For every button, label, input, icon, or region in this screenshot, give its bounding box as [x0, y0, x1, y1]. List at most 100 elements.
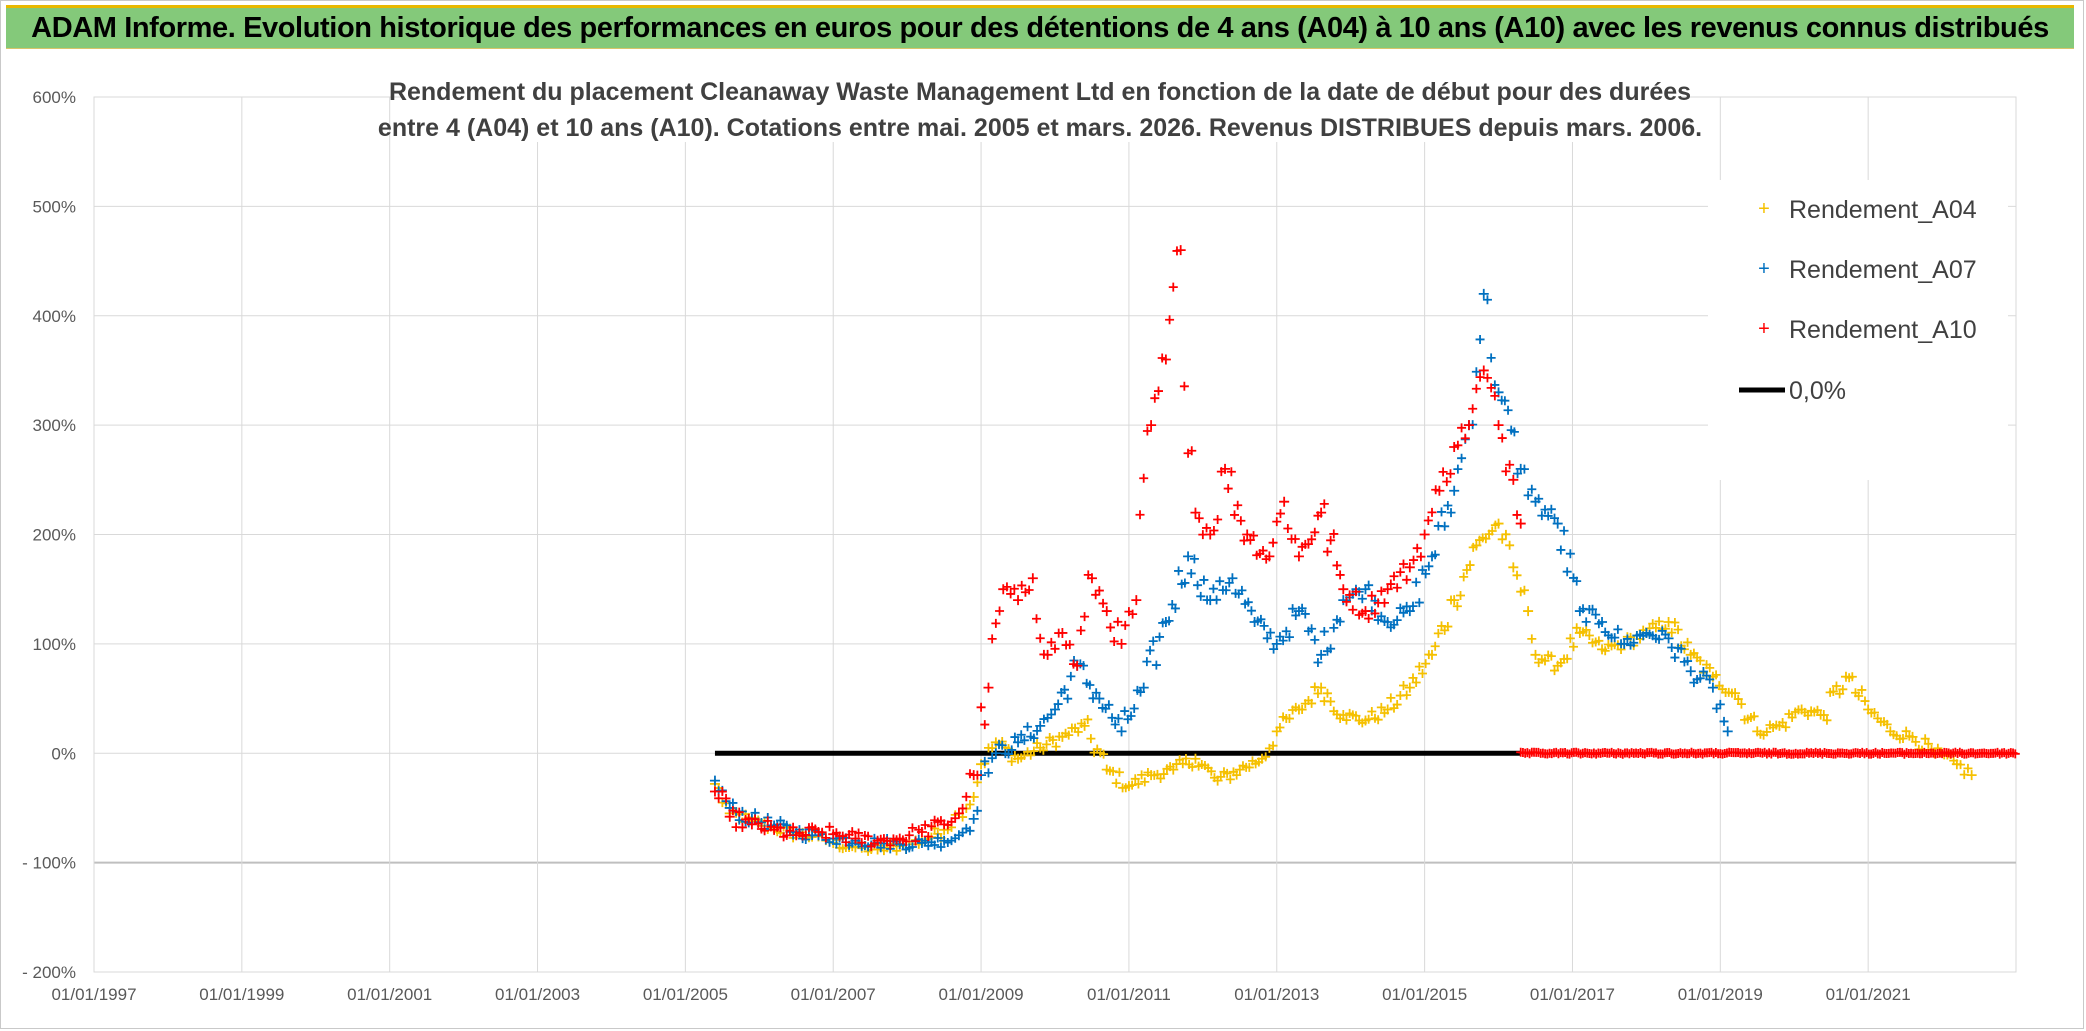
a04-point [1803, 711, 1813, 721]
a07-point [1676, 644, 1686, 654]
a07-point [1707, 682, 1718, 693]
y-tick-label: 300% [33, 416, 76, 435]
a10-point [1242, 529, 1253, 540]
a04-point [1433, 628, 1443, 638]
a04-point [1793, 705, 1803, 715]
a10-point [1198, 530, 1208, 540]
a04-point [1778, 717, 1788, 727]
a07-point [1110, 719, 1120, 729]
a07-point [1060, 685, 1069, 695]
a07-point [1278, 636, 1288, 646]
a10-point [1213, 515, 1223, 525]
a10-point [1345, 590, 1355, 600]
a07-point [1029, 733, 1039, 743]
subtitle-background [402, 72, 1682, 142]
a10-point [1083, 570, 1093, 580]
a07-point [987, 753, 997, 763]
a04-point [1465, 560, 1475, 570]
a10-point [825, 822, 835, 832]
legend-item-a10: + Rendement_A10 [1758, 316, 1976, 344]
a10-point [1307, 534, 1317, 544]
a10-point [1113, 617, 1123, 627]
a10-point [1054, 628, 1064, 638]
a07-point [1503, 405, 1513, 415]
a10-point [1438, 467, 1448, 477]
a04-point [1386, 693, 1396, 703]
a10-point [1101, 606, 1112, 617]
a04-point [1351, 711, 1361, 721]
chart-title-line1: Rendement du placement Cleanaway Waste M… [389, 78, 1691, 106]
a07-point [1221, 585, 1231, 595]
series-a07-points [709, 288, 1733, 854]
a04-point [1121, 783, 1131, 793]
a04-point [1073, 727, 1083, 737]
a04-point [1392, 700, 1402, 710]
a10-point [1209, 526, 1219, 536]
a10-point [1497, 433, 1507, 443]
a04-point [1523, 606, 1534, 617]
a10-point [1402, 575, 1412, 585]
x-tick-label: 01/01/2017 [1530, 985, 1615, 1004]
a07-point [1588, 604, 1598, 614]
a07-point [1654, 634, 1664, 644]
a10-point [753, 818, 763, 828]
a10-point [1416, 552, 1426, 562]
a04-point [1705, 663, 1715, 673]
a10-point [760, 826, 770, 836]
a10-point [775, 823, 785, 833]
a04-point [1414, 662, 1424, 672]
a10-point [1419, 529, 1430, 540]
x-tick-label: 01/01/1999 [199, 985, 284, 1004]
a10-point [1017, 580, 1027, 590]
a10-point [1445, 469, 1455, 479]
a07-point [1685, 666, 1696, 677]
a10-point [1050, 644, 1060, 654]
a07-point [1148, 636, 1158, 646]
a04-point [1430, 641, 1440, 651]
a07-point [1550, 513, 1560, 523]
a04-point [1452, 601, 1462, 611]
a07-point [709, 775, 720, 786]
a07-point [1035, 720, 1046, 731]
x-tick-label: 01/01/2013 [1234, 985, 1319, 1004]
a04-point [1127, 780, 1137, 790]
a04-point [1086, 734, 1096, 744]
a07-point [1629, 638, 1639, 648]
a04-point [1159, 769, 1169, 779]
a10-point [850, 833, 861, 844]
a10-point [1364, 614, 1374, 624]
a04-point [1860, 696, 1870, 706]
a04-point [1418, 668, 1427, 678]
a07-point [1446, 508, 1456, 518]
a04-point [1114, 767, 1124, 777]
a04-point [1923, 739, 1933, 749]
a07-point [1379, 616, 1389, 626]
a07-point [1158, 618, 1168, 628]
a07-point [1313, 657, 1323, 667]
a04-point [1130, 774, 1140, 784]
a04-point [1042, 739, 1052, 749]
a10-point [1395, 567, 1405, 577]
a10-point [1013, 595, 1024, 606]
a04-point [1051, 742, 1061, 752]
a04-point [1857, 685, 1867, 695]
a10-point [1460, 433, 1470, 443]
a10-zero-point [1525, 749, 1535, 759]
a04-point [1364, 714, 1374, 724]
a10-point [1482, 373, 1492, 383]
a10-point [1046, 637, 1056, 647]
a07-point [1440, 521, 1450, 531]
a04-point [1835, 689, 1845, 699]
a07-point [1408, 601, 1418, 611]
a04-point [1854, 691, 1864, 701]
a04-point [1497, 534, 1507, 544]
legend-marker-a04: + [1758, 198, 1770, 220]
a10-point [1226, 467, 1236, 477]
a10-point [857, 838, 867, 848]
a04-point [1828, 687, 1838, 697]
a10-point [782, 830, 792, 840]
a04-point [1670, 618, 1680, 628]
a04-point [1216, 772, 1226, 782]
a10-point [821, 833, 831, 843]
